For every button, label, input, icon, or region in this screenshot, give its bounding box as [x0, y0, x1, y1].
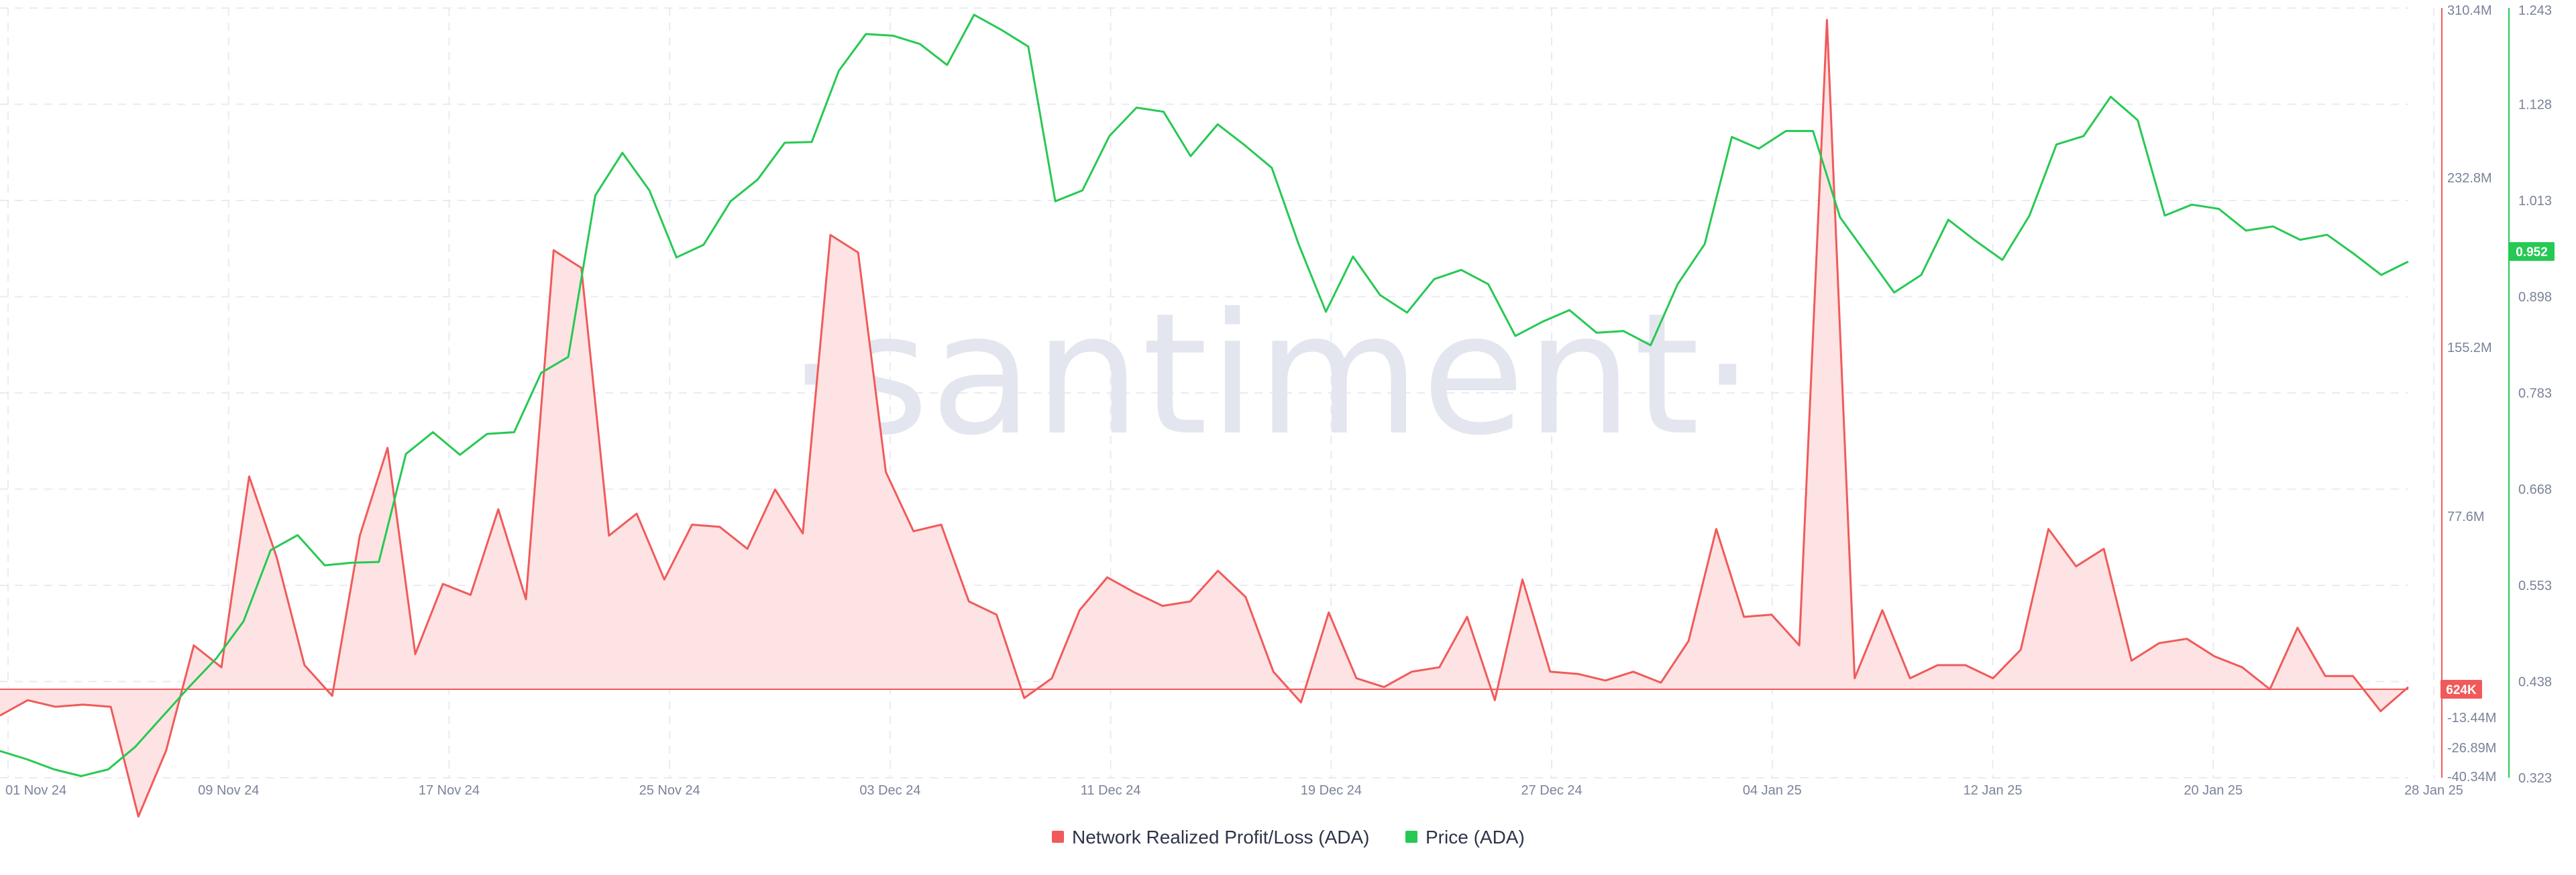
right-axis-tick-label: 1.243: [2518, 3, 2552, 18]
profit-loss-line: [0, 19, 2409, 818]
right-axis-ticks: 1.243 1.128 1.013 0.898 0.783 0.668 0.553 0.438…: [2518, 3, 2552, 786]
x-tick-label: 28 Jan 25: [2404, 783, 2463, 798]
series-lines: [0, 13, 2409, 818]
axes: [2441, 8, 2510, 778]
current-value-badges: 624K 0.952: [2440, 242, 2555, 699]
right-axis-tick-label: 1.013: [2518, 194, 2552, 209]
profit-loss-area: [0, 19, 2408, 817]
price-current-value: 0.952: [2516, 245, 2548, 259]
x-tick-label: 27 Dec 24: [1521, 783, 1582, 798]
x-tick-label: 04 Jan 25: [1743, 783, 1802, 798]
x-tick-label: 03 Dec 24: [859, 783, 920, 798]
left-axis-ticks: 310.4M 232.8M 155.2M 77.6M -13.44M -26.89M -40…: [2447, 3, 2496, 784]
left-axis-tick-label: -40.34M: [2447, 770, 2496, 784]
legend-label-price[interactable]: Price (ADA): [1426, 827, 1525, 848]
legend-swatch-price[interactable]: [1405, 831, 1417, 843]
right-axis-tick-label: 0.898: [2518, 290, 2552, 305]
right-axis-tick-label: 0.438: [2518, 675, 2552, 690]
price-line: [0, 13, 2409, 777]
left-axis-tick-label: 155.2M: [2447, 341, 2492, 355]
legend-label-profit-loss[interactable]: Network Realized Profit/Loss (ADA): [1072, 827, 1369, 848]
x-axis-ticks: 01 Nov 24 09 Nov 24 17 Nov 24 25 Nov 24 03 D…: [5, 783, 2463, 798]
profit-loss-current-badge: [2440, 679, 2482, 699]
legend-swatch-profit-loss[interactable]: [1052, 831, 1064, 843]
x-tick-label: 09 Nov 24: [198, 783, 259, 798]
left-axis-tick-label: 310.4M: [2447, 3, 2492, 18]
x-tick-label: 11 Dec 24: [1081, 783, 1141, 798]
right-axis-tick-label: 1.128: [2518, 98, 2552, 113]
profit-loss-current-value: 624K: [2446, 683, 2477, 697]
x-tick-label: 12 Jan 25: [1964, 783, 2023, 798]
x-tick-label: 01 Nov 24: [5, 783, 66, 798]
x-tick-label: 25 Nov 24: [639, 783, 700, 798]
left-axis-tick-label: 77.6M: [2447, 510, 2485, 524]
left-axis-tick-label: -13.44M: [2447, 711, 2496, 725]
x-tick-label: 19 Dec 24: [1301, 783, 1362, 798]
profit-loss-fill: [0, 19, 2408, 817]
right-axis-tick-label: 0.323: [2518, 771, 2552, 786]
x-tick-label: 17 Nov 24: [419, 783, 480, 798]
santiment-watermark: ·santiment·: [787, 277, 1756, 472]
right-axis-tick-label: 0.553: [2518, 579, 2552, 593]
left-axis-tick-label: 232.8M: [2447, 171, 2492, 186]
legend: Network Realized Profit/Loss (ADA) Price…: [1052, 827, 1525, 848]
left-axis-tick-label: -26.89M: [2447, 741, 2496, 756]
right-axis-tick-label: 0.783: [2518, 386, 2552, 401]
x-tick-label: 20 Jan 25: [2184, 783, 2243, 798]
price-current-badge: [2509, 242, 2555, 261]
right-axis-tick-label: 0.668: [2518, 483, 2552, 498]
